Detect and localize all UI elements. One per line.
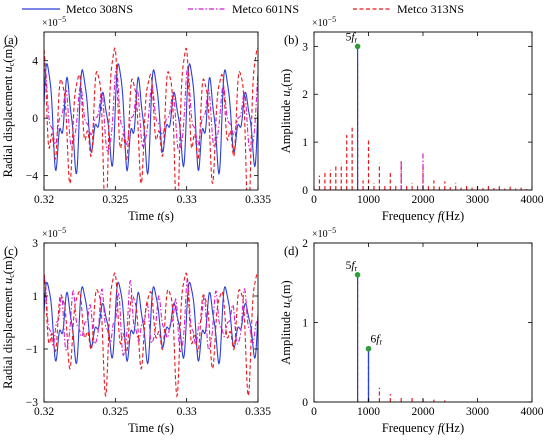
panel-a: 0.32 0.325 0.33 0.335 −4 0 4 ×10−5 (a) Time t(s) R… [1,15,271,223]
peak-marker [365,345,372,352]
legend-label: Metco 313NS [397,2,464,16]
y-tick-label: −3 [26,397,38,409]
x-tick-label: 0.33 [177,194,197,206]
legend: Metco 308NS Metco 601NS Metco 313NS [22,2,464,16]
x-tick-label: 4000 [521,194,544,206]
axes-frame [43,31,259,191]
y-tick-label: 3 [302,41,308,53]
y-tick-label: −4 [26,171,38,183]
panels: 0.32 0.325 0.33 0.335 −4 0 4 ×10−5 (a) Time t(s) R… [1,15,544,435]
y-tick-label: 0 [302,397,308,409]
y-tick-label: 1 [302,137,308,149]
x-axis-label: Frequency f(Hz) [382,209,464,223]
series-line [44,47,258,190]
y-axis-label: Amplitude uc(m) [279,280,294,364]
y-tick-label: 2 [302,238,308,250]
axis-multiplier: ×10−5 [42,15,66,29]
y-axis-label: Radial displacement uc(m) [1,256,16,389]
plot-area [44,272,258,399]
peak-marker [354,43,361,50]
x-axis-label: Frequency f(Hz) [382,421,464,435]
panel-label: (c) [4,244,18,258]
peak-label: 5fr [346,260,358,273]
x-tick-label: 0.32 [34,406,54,418]
plot-area [357,274,446,402]
x-tick-label: 0.335 [245,406,271,418]
legend-label: Metco 308NS [66,2,133,16]
x-tick-label: 1000 [357,194,380,206]
axes-frame [43,242,259,403]
x-tick-label: 0.335 [245,194,271,206]
x-tick-label: 1000 [357,406,380,418]
y-axis-label: Radial displacement uc(m) [1,45,16,178]
panel-d: 5fr 6fr 0 1000 2000 3000 4000 0 1 2 ×10−5 (d) Freque… [279,226,544,435]
x-tick-label: 0.325 [102,406,128,418]
panel-label: (d) [284,244,299,258]
y-tick-label: 0 [302,185,308,197]
series-line [44,66,258,152]
series-line [44,62,258,176]
y-tick-label: 1 [32,291,38,303]
axis-multiplier: ×10−5 [312,226,336,240]
x-axis-label: Time t(s) [128,209,174,223]
panel-label: (a) [4,33,18,47]
panel-b: 5fr 0 1000 2000 3000 4000 0 1 2 3 ×10−5 (b) Frequenc… [279,15,544,223]
panel-label: (b) [284,33,299,47]
plot-area [318,46,528,190]
x-tick-label: 0.33 [177,406,197,418]
panel-c: 0.32 0.325 0.33 0.335 −3 −1 1 3 ×10−5 (c) Time t(s… [1,226,271,435]
x-tick-label: 3000 [466,194,489,206]
y-tick-label: 1 [302,318,308,330]
plot-area [44,47,258,190]
peak-label: 5fr [346,31,358,44]
x-tick-label: 3000 [466,406,489,418]
x-tick-label: 0 [311,406,317,418]
x-tick-label: 4000 [521,406,544,418]
y-axis-label: Amplitude uc(m) [279,69,294,153]
x-axis-label: Time t(s) [128,421,174,435]
y-tick-label: 2 [302,89,308,101]
axis-multiplier: ×10−5 [42,226,66,240]
x-tick-label: 0.32 [34,194,54,206]
x-tick-label: 2000 [412,406,435,418]
axis-multiplier: ×10−5 [312,15,336,29]
y-tick-label: 0 [32,113,38,125]
x-tick-label: 0.325 [102,194,128,206]
x-tick-label: 0 [311,194,317,206]
legend-label: Metco 601NS [232,2,299,16]
y-tick-label: 4 [32,56,38,68]
x-tick-label: 2000 [412,194,435,206]
series-line [44,277,258,357]
peak-label: 6fr [371,334,383,347]
series-line [44,281,258,365]
y-tick-label: 3 [32,238,38,250]
peak-marker [354,272,361,278]
y-tick-label: −1 [26,344,38,356]
series-line [44,272,258,399]
